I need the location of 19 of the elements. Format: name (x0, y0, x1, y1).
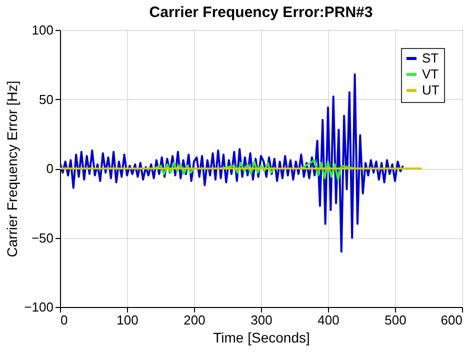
x-tick-label: 600 (440, 312, 462, 328)
y-tick-label: −50 (31, 230, 54, 246)
x-axis-title: Time [Seconds] (213, 330, 310, 346)
y-tick-label: 50 (39, 92, 54, 107)
y-tick-label: 100 (32, 22, 54, 38)
y-tick-label: −100 (24, 300, 54, 314)
y-axis-title: Carrier Frequency Error [Hz] (4, 80, 20, 258)
x-tick-label: 500 (384, 312, 406, 328)
x-tick-label: 300 (250, 312, 272, 328)
legend-label: ST (422, 50, 439, 66)
y-tick-label: 0 (46, 161, 54, 176)
x-tick-label: 100 (116, 312, 138, 328)
x-tick-label: 200 (184, 312, 206, 328)
legend-label: UT (422, 82, 440, 98)
x-tick-label: 400 (318, 312, 340, 328)
chart-title: Carrier Frequency Error:PRN#3 (149, 4, 373, 21)
legend-label: VT (422, 66, 439, 82)
x-tick-label: 0 (60, 312, 68, 328)
line-series (60, 73, 404, 253)
